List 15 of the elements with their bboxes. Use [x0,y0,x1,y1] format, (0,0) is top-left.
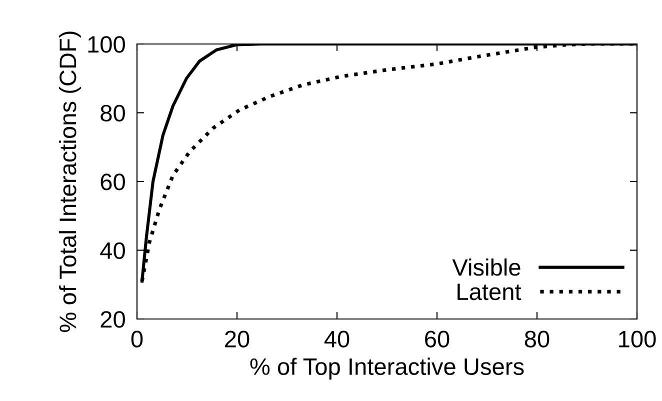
y-tick-label: 20 [100,311,125,328]
y-tick-label: 40 [100,242,125,260]
x-tick-label: 0 [131,330,143,348]
y-tick-label: 100 [88,36,125,53]
x-tick-label: 100 [619,330,656,348]
legend-label: Visible [452,258,520,276]
x-tick-label: 80 [524,330,550,348]
y-axis-title: % of Total Interactions (CDF) [58,32,81,332]
x-tick-label: 40 [324,330,350,348]
x-axis-title: % of Top Interactive Users [250,358,524,380]
x-tick-label: 20 [225,330,250,348]
x-tick-label: 60 [425,330,450,348]
legend-label: Latent [458,284,522,300]
y-tick-label: 80 [100,104,125,122]
y-tick-label: 60 [100,174,125,190]
